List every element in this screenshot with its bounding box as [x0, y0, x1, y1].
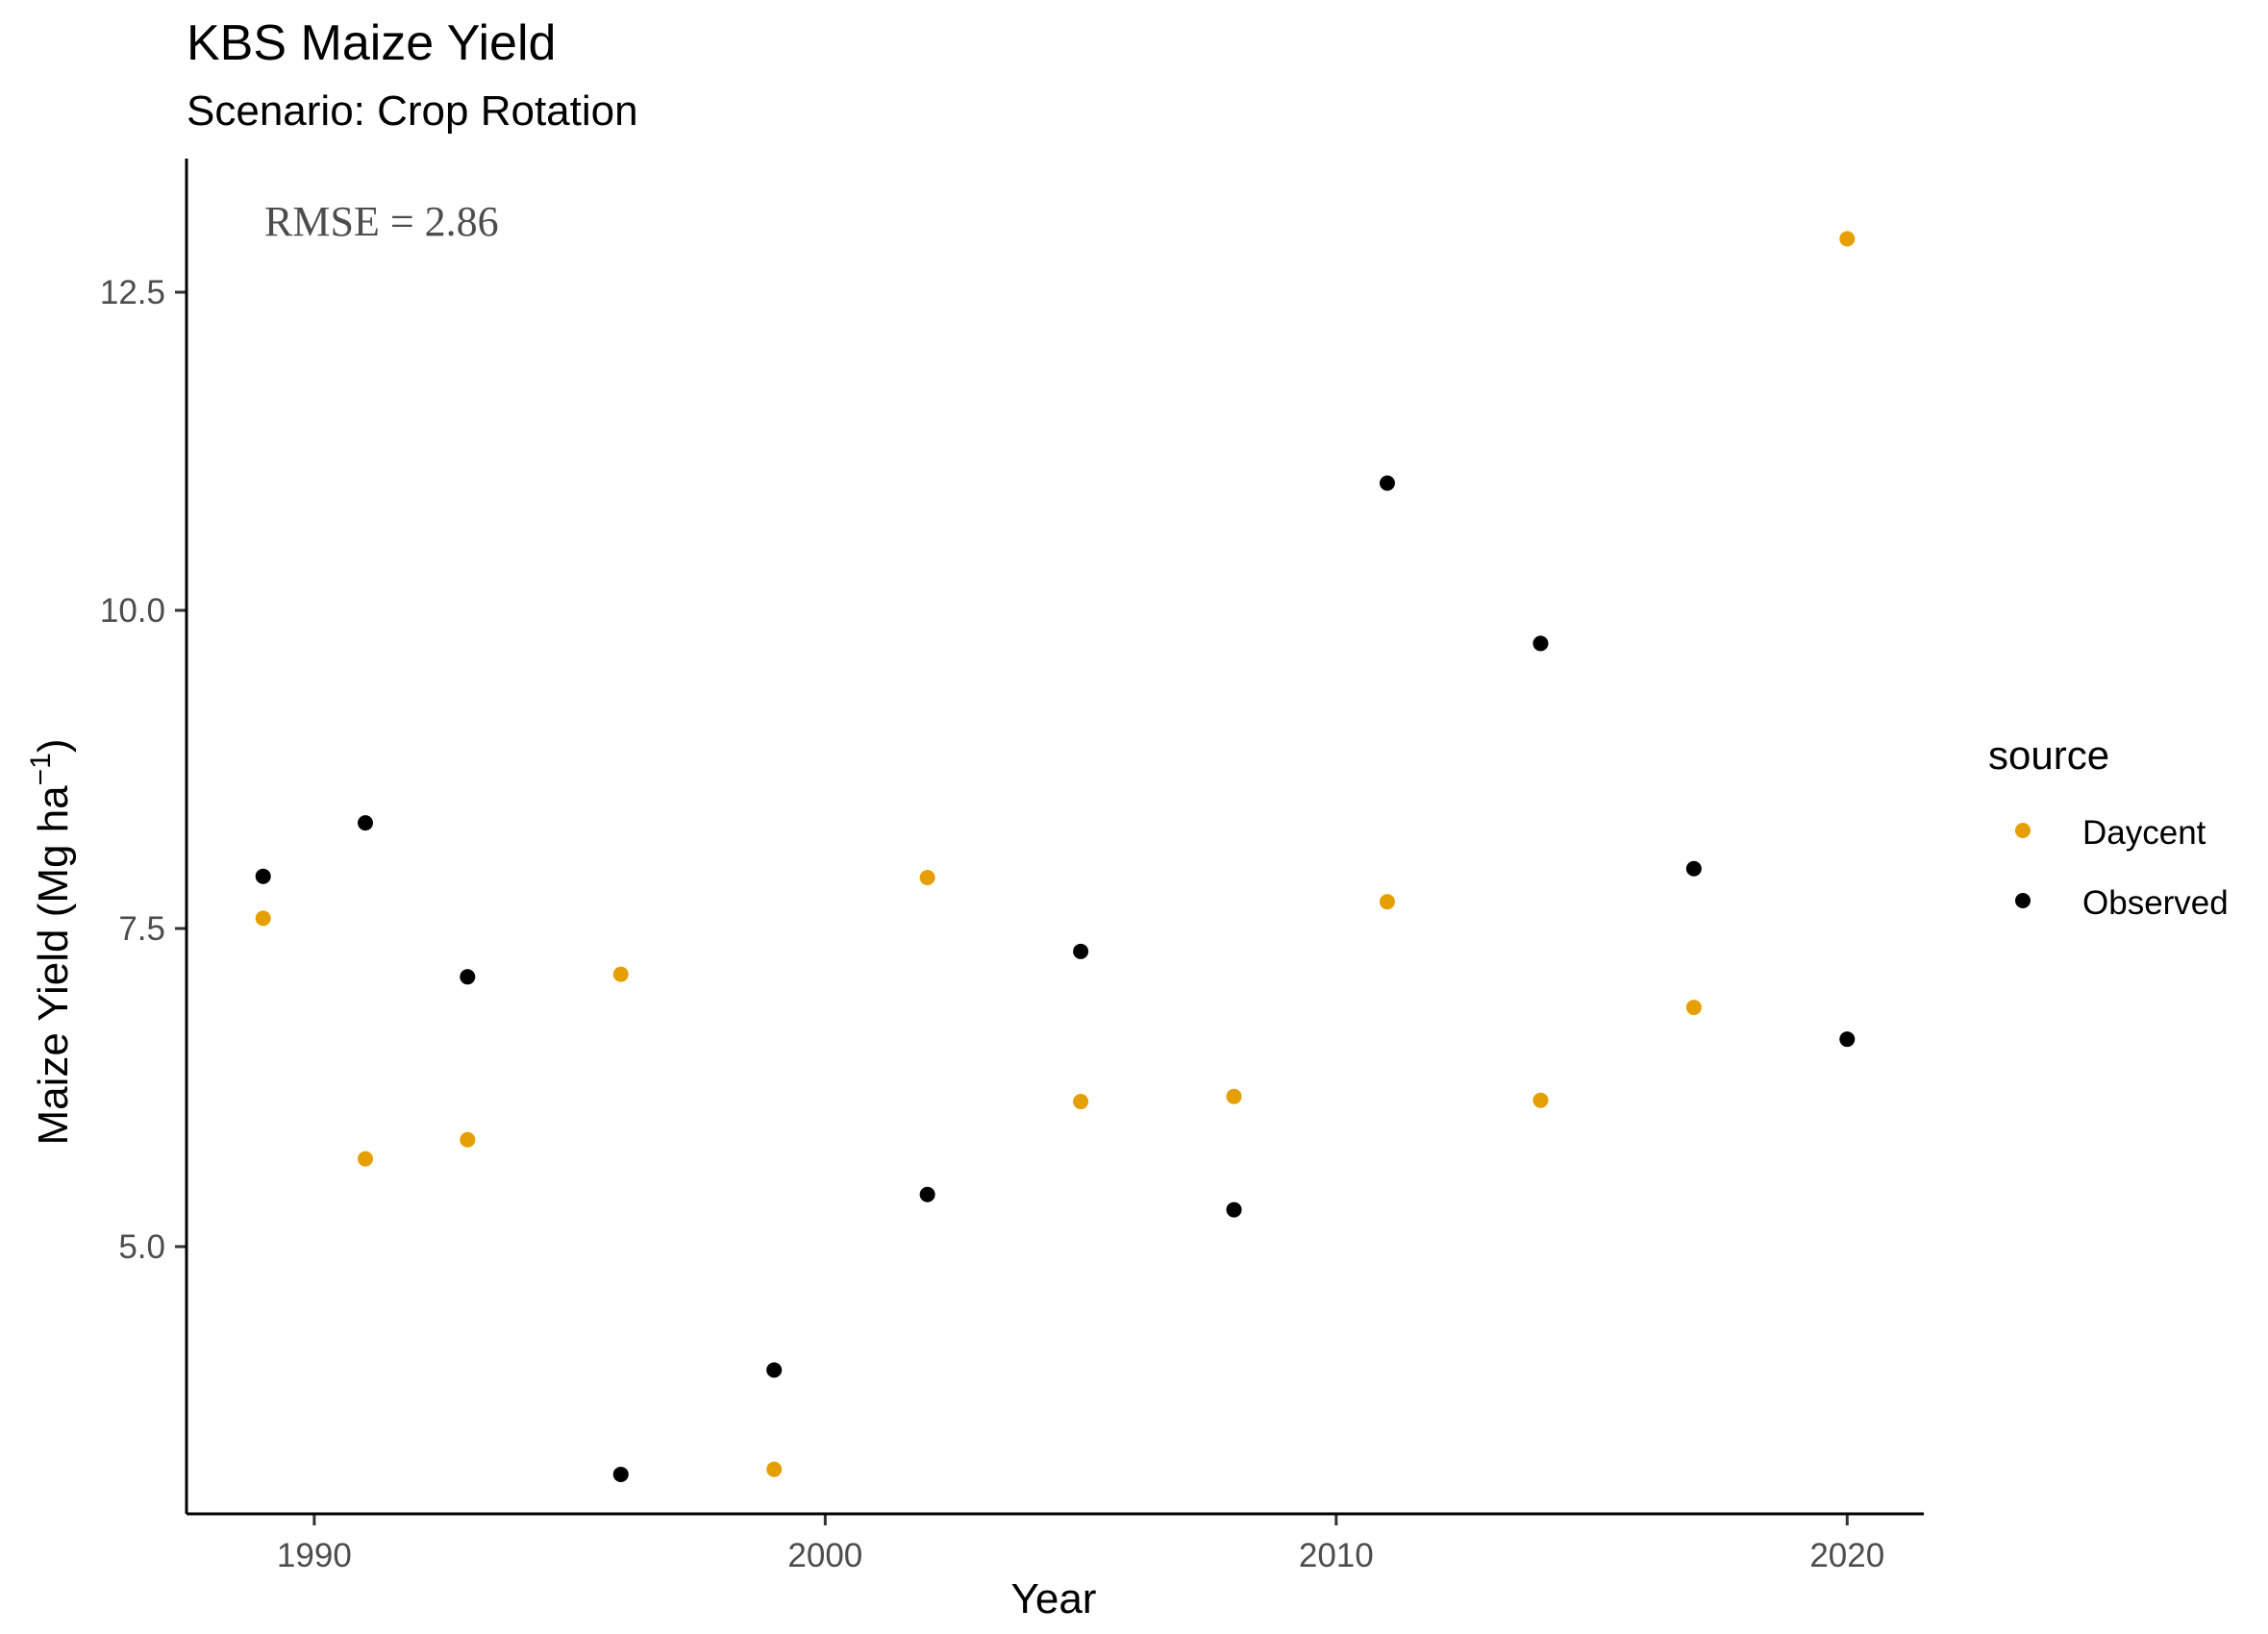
- legend: source Daycent Observed: [1988, 732, 2229, 922]
- chart-subtitle: Scenario: Crop Rotation: [187, 87, 638, 135]
- point-observed: [255, 868, 271, 884]
- legend-label-daycent: Daycent: [2082, 814, 2206, 852]
- point-daycent: [1685, 1000, 1702, 1016]
- point-daycent: [612, 966, 629, 982]
- x-axis-ticks: 1990 2000 2010 2020: [277, 1514, 1884, 1574]
- x-tick-label: 2000: [787, 1537, 862, 1574]
- point-observed: [358, 815, 374, 831]
- y-axis-title-main: Maize Yield (Mg ha: [30, 785, 77, 1146]
- point-daycent: [1533, 1092, 1549, 1108]
- rmse-annotation: RMSE = 2.86: [264, 198, 499, 245]
- point-observed: [766, 1362, 783, 1378]
- y-axis-title-superscript: −1: [25, 753, 57, 785]
- data-points: [255, 231, 1856, 1482]
- x-axis-title: Year: [1011, 1575, 1097, 1622]
- y-axis-title-close: ): [30, 738, 77, 753]
- point-daycent: [1226, 1088, 1242, 1104]
- point-daycent: [460, 1131, 476, 1148]
- point-observed: [1226, 1201, 1242, 1218]
- point-daycent: [766, 1461, 783, 1477]
- point-observed: [1073, 943, 1089, 959]
- y-axis-ticks: 5.0 7.5 10.0 12.5: [100, 274, 187, 1266]
- point-daycent: [1073, 1094, 1089, 1110]
- point-observed: [1839, 1031, 1856, 1048]
- point-daycent: [358, 1151, 374, 1167]
- x-tick-label: 2010: [1299, 1537, 1374, 1574]
- chart-title: KBS Maize Yield: [187, 15, 556, 71]
- point-observed: [460, 969, 476, 985]
- x-tick-label: 1990: [277, 1537, 352, 1574]
- legend-key-observed: [2015, 893, 2031, 908]
- y-tick-label: 10.0: [100, 592, 165, 630]
- y-tick-label: 7.5: [118, 910, 165, 948]
- legend-label-observed: Observed: [2082, 884, 2229, 922]
- point-observed: [919, 1186, 935, 1202]
- point-observed: [1685, 860, 1702, 877]
- point-daycent: [1379, 894, 1395, 910]
- y-axis-title: Maize Yield (Mg ha−1): [25, 738, 77, 1145]
- point-observed: [612, 1466, 629, 1482]
- point-observed: [1379, 475, 1395, 491]
- legend-key-daycent: [2015, 823, 2031, 838]
- x-tick-label: 2020: [1809, 1537, 1884, 1574]
- y-tick-label: 12.5: [100, 274, 165, 311]
- legend-title: source: [1988, 732, 2109, 778]
- point-daycent: [255, 910, 271, 927]
- point-observed: [1533, 635, 1549, 652]
- y-tick-label: 5.0: [118, 1228, 165, 1266]
- point-daycent: [919, 870, 935, 886]
- point-daycent: [1839, 231, 1856, 247]
